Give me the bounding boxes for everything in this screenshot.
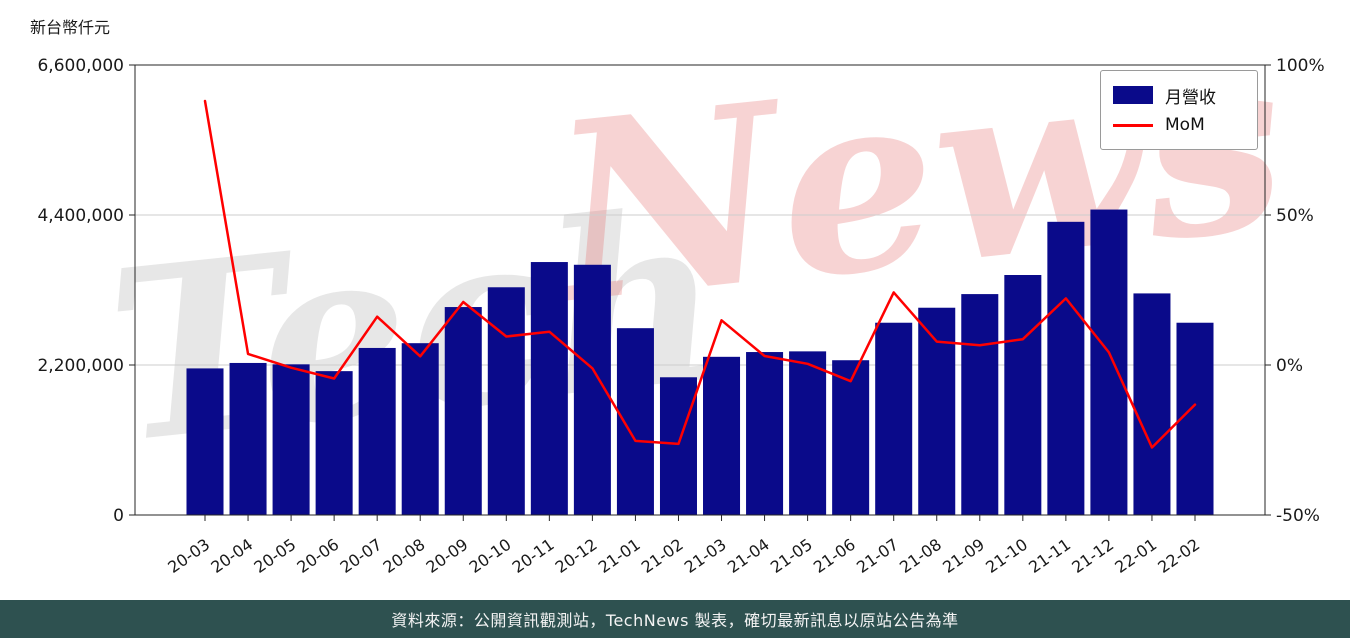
- left-tick-label: 0: [113, 506, 124, 526]
- data-source-text: 資料來源：公開資訊觀測站，TechNews 製表，確切最新訊息以原站公告為準: [391, 611, 959, 630]
- mom-line: [203, 99, 1197, 449]
- revenue-bar-21-12: [1090, 209, 1128, 515]
- x-tick-label-21-08: 21-08: [896, 535, 945, 577]
- chart-canvas: 0 2,200,000 4,400,000 6,600,000 -50% 0% 50% 100…: [37, 56, 1325, 577]
- revenue-bar-20-08: [401, 343, 439, 515]
- revenue-bar-20-06: [315, 371, 353, 515]
- x-tick-label-20-03: 20-03: [164, 535, 213, 577]
- revenue-swatch-icon: [1113, 86, 1153, 104]
- x-tick-label-21-02: 21-02: [638, 535, 687, 577]
- x-tick-label-20-04: 20-04: [207, 535, 256, 577]
- legend-revenue-label: 月營收: [1165, 87, 1216, 108]
- revenue-bar-20-07: [358, 347, 396, 515]
- revenue-bar-20-04: [229, 362, 267, 515]
- x-tick-label-21-07: 21-07: [853, 535, 902, 577]
- x-tick-label-20-09: 20-09: [423, 535, 472, 577]
- legend: 月營收 MoM: [1100, 70, 1258, 150]
- x-tick-label-20-11: 20-11: [509, 535, 558, 577]
- revenue-bar-21-04: [746, 352, 784, 515]
- x-tick-label-20-06: 20-06: [293, 535, 342, 577]
- right-tick-label: 100%: [1276, 56, 1325, 76]
- x-tick-label-20-07: 20-07: [336, 535, 385, 577]
- y-axis-unit-label: 新台幣仟元: [30, 18, 111, 37]
- left-tick-label: 4,400,000: [37, 206, 124, 226]
- x-tick-label-21-12: 21-12: [1068, 535, 1117, 577]
- plot-border: [134, 64, 1266, 516]
- x-tick-label-22-02: 22-02: [1154, 535, 1203, 577]
- revenue-bar-22-02: [1176, 322, 1214, 515]
- footer-bar: 資料來源：公開資訊觀測站，TechNews 製表，確切最新訊息以原站公告為準: [0, 600, 1350, 638]
- revenue-bar-21-11: [1047, 221, 1085, 515]
- right-tick-label: 0%: [1276, 356, 1303, 376]
- x-tick-label-21-10: 21-10: [982, 535, 1031, 577]
- legend-mom-label: MoM: [1165, 115, 1205, 135]
- left-tick-label: 6,600,000: [37, 56, 124, 76]
- revenue-bar-21-01: [616, 328, 654, 515]
- x-tick-label-20-05: 20-05: [250, 535, 299, 577]
- revenue-bar-20-09: [444, 307, 482, 515]
- revenue-bar-20-10: [487, 287, 525, 515]
- revenue-bar-21-06: [832, 360, 870, 515]
- revenue-bar-21-09: [961, 294, 999, 515]
- legend-item-revenue: 月營收: [1113, 80, 1245, 110]
- left-tick-label: 2,200,000: [37, 356, 124, 376]
- x-tick-label-21-11: 21-11: [1025, 535, 1074, 577]
- x-tick-label-20-08: 20-08: [380, 535, 429, 577]
- revenue-bar-22-01: [1133, 293, 1171, 515]
- revenue-bar-21-07: [875, 322, 913, 515]
- x-tick-label-20-12: 20-12: [552, 535, 601, 577]
- x-tick-label-21-06: 21-06: [810, 535, 859, 577]
- revenue-bar-21-05: [789, 351, 827, 515]
- revenue-bar-21-08: [918, 307, 956, 515]
- revenue-bar-21-02: [659, 377, 697, 515]
- x-tick-label-21-04: 21-04: [724, 535, 773, 577]
- revenue-bar-21-03: [703, 356, 741, 515]
- revenue-bar-20-11: [530, 262, 568, 515]
- x-tick-label-21-05: 21-05: [767, 535, 816, 577]
- revenue-bar-20-05: [272, 364, 310, 515]
- x-tick-label-21-01: 21-01: [595, 535, 644, 577]
- legend-item-mom: MoM: [1113, 110, 1245, 140]
- mom-swatch-icon: [1113, 123, 1153, 127]
- x-tick-label-21-09: 21-09: [939, 535, 988, 577]
- revenue-bar-21-10: [1004, 275, 1042, 515]
- revenue-bar-20-03: [186, 368, 224, 515]
- right-tick-label: -50%: [1276, 506, 1320, 526]
- x-tick-label-21-03: 21-03: [681, 535, 730, 577]
- right-tick-label: 50%: [1276, 206, 1314, 226]
- x-tick-label-20-10: 20-10: [466, 535, 515, 577]
- x-tick-label-22-01: 22-01: [1111, 535, 1160, 577]
